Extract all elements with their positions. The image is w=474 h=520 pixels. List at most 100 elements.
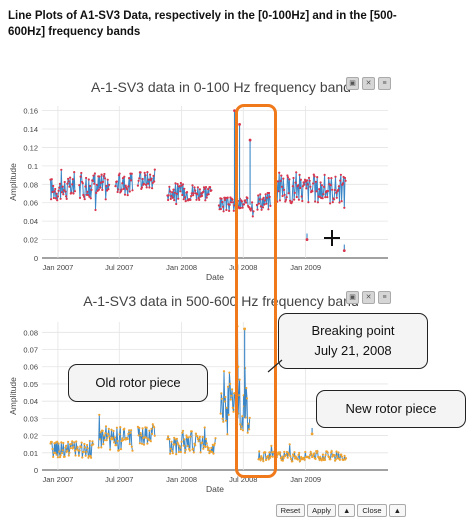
data-point	[337, 185, 340, 188]
data-point	[224, 395, 227, 399]
zoom-icon[interactable]: ✕	[362, 77, 375, 90]
data-point	[326, 196, 329, 199]
data-point	[336, 455, 339, 458]
data-point	[52, 196, 56, 200]
data-point	[185, 191, 189, 194]
data-point	[106, 436, 109, 439]
data-point	[205, 442, 208, 445]
data-point	[71, 178, 74, 181]
data-point	[264, 193, 267, 196]
camera-icon[interactable]: ▣	[346, 291, 359, 304]
data-point	[122, 187, 125, 190]
reset-button[interactable]: Reset	[275, 504, 306, 517]
data-point	[255, 203, 258, 207]
data-point	[153, 180, 156, 183]
y-tick-label: 0.12	[23, 143, 38, 152]
data-point	[196, 193, 199, 196]
data-point	[246, 431, 249, 434]
data-point	[101, 188, 104, 191]
camera-icon[interactable]: ▣	[346, 77, 359, 90]
data-point	[64, 446, 67, 449]
data-point	[94, 208, 97, 212]
data-point	[130, 179, 133, 182]
data-point	[267, 208, 270, 211]
data-point	[73, 171, 76, 174]
data-point	[65, 444, 68, 447]
data-point	[119, 426, 122, 429]
data-point	[298, 451, 301, 454]
data-point	[321, 457, 324, 460]
up-arrow-button[interactable]: ▲	[337, 504, 356, 517]
menu-icon[interactable]: ≡	[378, 77, 391, 90]
data-point	[150, 427, 153, 430]
data-point	[73, 449, 76, 452]
data-point	[82, 193, 85, 197]
data-point	[50, 440, 53, 444]
data-point	[282, 177, 285, 180]
menu-icon[interactable]: ≡	[378, 291, 391, 304]
data-point	[338, 458, 341, 461]
data-point	[300, 195, 303, 198]
data-point	[70, 442, 73, 445]
data-point	[316, 176, 319, 179]
close-button[interactable]: Close	[357, 504, 387, 517]
data-point	[86, 190, 89, 193]
data-point	[153, 426, 156, 429]
data-point	[66, 449, 69, 452]
data-point	[333, 454, 336, 457]
data-point	[115, 444, 118, 447]
data-point	[278, 453, 281, 456]
data-point	[183, 187, 186, 190]
zoom-icon[interactable]: ✕	[362, 291, 375, 304]
data-point	[179, 450, 182, 454]
apply-button[interactable]: Apply	[307, 504, 336, 517]
x-tick-label: Jul 2007	[105, 475, 133, 484]
data-point	[330, 450, 333, 453]
data-point	[329, 202, 332, 205]
data-point	[231, 198, 234, 201]
data-point	[67, 440, 70, 443]
data-point	[173, 191, 176, 194]
chart-low-band-modebar[interactable]: ▣ ✕ ≡	[346, 77, 391, 90]
data-point	[226, 385, 230, 388]
data-point	[309, 185, 312, 188]
data-point	[334, 175, 337, 178]
y-axis-label: Amplitude	[8, 163, 18, 201]
data-point	[56, 440, 59, 443]
data-point	[259, 205, 262, 208]
data-point	[318, 188, 321, 191]
data-point	[102, 443, 105, 446]
old-rotor-callout: Old rotor piece	[68, 364, 208, 402]
data-point	[208, 452, 211, 455]
data-point	[195, 198, 198, 201]
data-point	[201, 435, 204, 439]
data-point	[173, 436, 176, 439]
data-point	[259, 193, 262, 196]
data-point	[331, 188, 334, 191]
data-point	[200, 194, 204, 197]
data-point	[62, 193, 65, 196]
chart-controls[interactable]: Reset Apply ▲ Close ▲	[275, 504, 406, 517]
up-arrow-button[interactable]: ▲	[388, 504, 406, 517]
data-point	[207, 188, 210, 191]
data-point	[54, 451, 57, 455]
data-point	[293, 191, 296, 194]
data-point	[55, 192, 58, 195]
chart-low-band[interactable]: A-1-SV3 data in 0-100 Hz frequency band 0…	[0, 72, 392, 282]
chart-high-band-modebar[interactable]: ▣ ✕ ≡	[346, 291, 391, 304]
data-point	[335, 191, 338, 194]
data-point	[182, 198, 185, 201]
data-point	[283, 450, 286, 453]
data-point	[77, 454, 80, 457]
data-point	[341, 182, 344, 185]
data-point	[181, 193, 184, 197]
data-point	[327, 177, 330, 180]
x-tick-label: Jan 2007	[42, 263, 73, 272]
data-point	[148, 186, 151, 189]
data-point	[206, 445, 209, 448]
data-point	[89, 455, 92, 458]
data-point	[252, 210, 255, 213]
data-point	[198, 435, 201, 438]
data-point	[321, 453, 324, 456]
data-point	[138, 426, 141, 429]
